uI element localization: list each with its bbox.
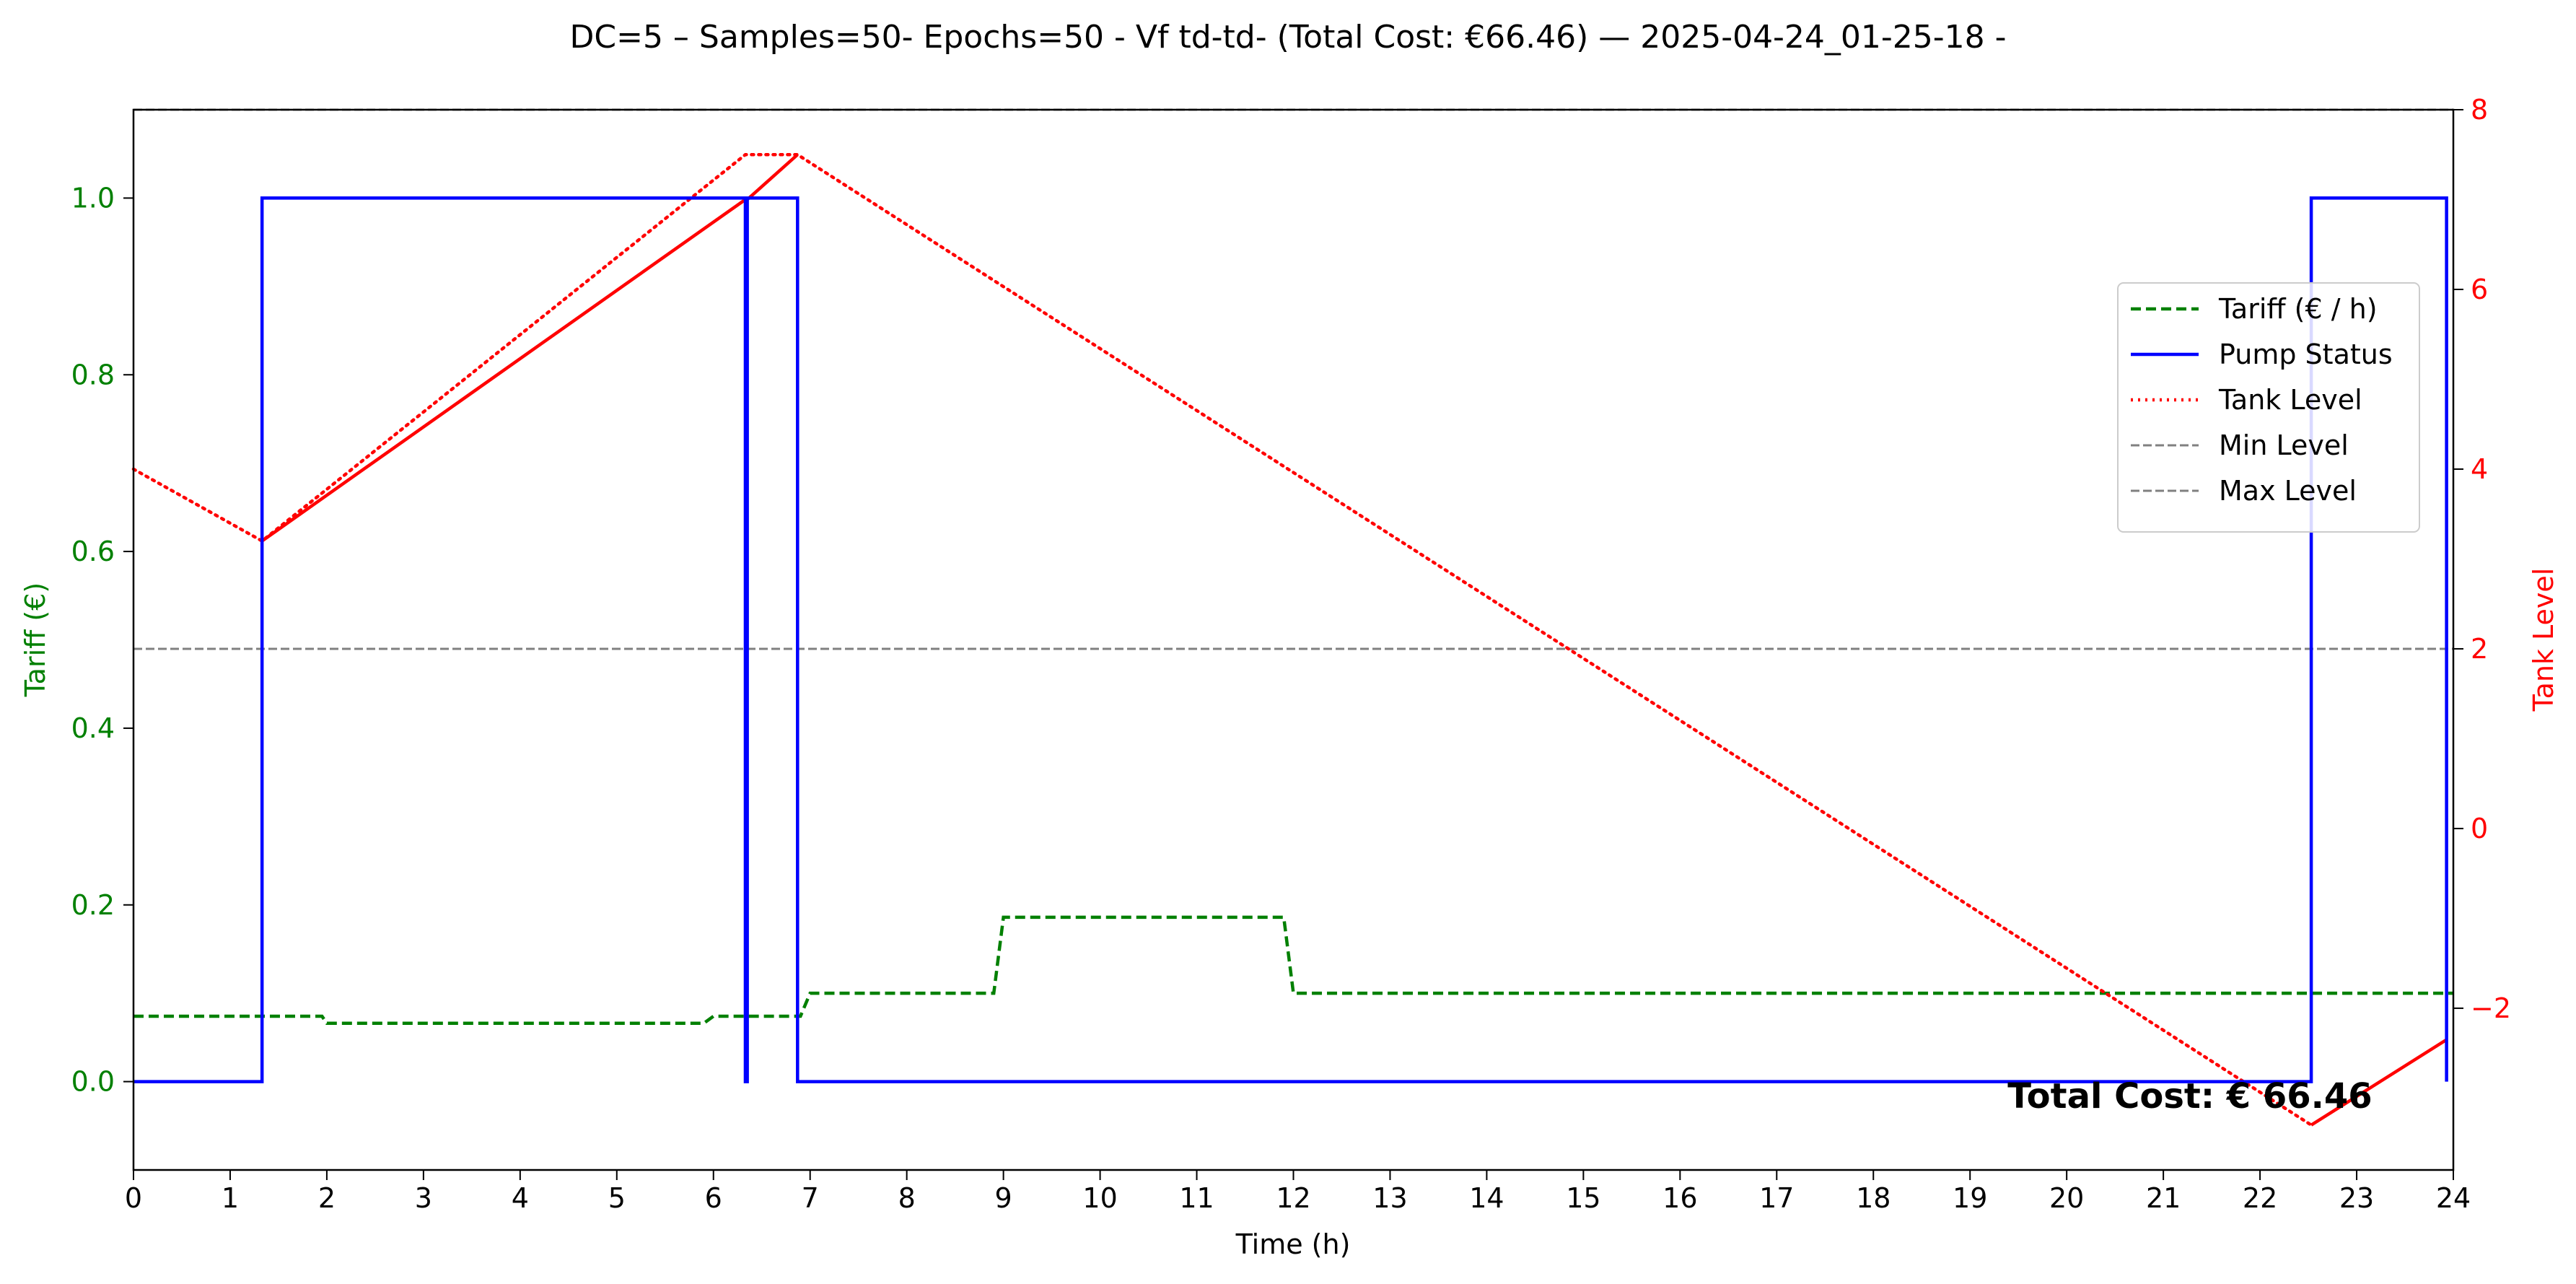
tank-level-pumping-segment <box>260 198 747 543</box>
pump-status-line <box>133 196 2448 1083</box>
x-tick-label: 23 <box>2339 1182 2374 1214</box>
y-right-tick-label: 0 <box>2471 813 2488 844</box>
y-right-tick-label: 6 <box>2471 274 2488 305</box>
plot-frame <box>132 108 2455 1171</box>
x-tick-label: 4 <box>512 1182 529 1214</box>
x-tick-label: 7 <box>802 1182 819 1214</box>
x-tick-label: 15 <box>1566 1182 1600 1214</box>
y-left-tick-label: 0.2 <box>71 889 115 921</box>
y-left-tick-label: 0.4 <box>71 712 115 744</box>
tank-level-pumping-segment <box>746 153 799 201</box>
y-right-axis-title: Tank Level <box>2528 568 2559 712</box>
x-tick-label: 16 <box>1662 1182 1697 1214</box>
x-tick-label: 10 <box>1082 1182 1117 1214</box>
x-tick-label: 13 <box>1372 1182 1407 1214</box>
x-tick-label: 9 <box>995 1182 1012 1214</box>
x-tick-label: 3 <box>415 1182 432 1214</box>
x-tick-label: 8 <box>898 1182 916 1214</box>
x-tick-label: 24 <box>2436 1182 2471 1214</box>
legend-label: Tank Level <box>2218 384 2362 416</box>
x-tick-label: 17 <box>1759 1182 1794 1214</box>
x-tick-label: 5 <box>608 1182 626 1214</box>
x-tick-label: 0 <box>125 1182 142 1214</box>
x-tick-label: 6 <box>705 1182 722 1214</box>
tank-level-line <box>131 152 2313 1127</box>
legend-label: Max Level <box>2219 475 2357 507</box>
legend-label: Tariff (€ / h) <box>2218 293 2378 325</box>
y-left-tick-label: 0.0 <box>71 1066 115 1098</box>
total-cost-annotation: Total Cost: € 66.46 <box>2007 1076 2372 1117</box>
legend: Tariff (€ / h) Pump Status Tank Level Min L… <box>2117 282 2420 533</box>
y-left-tick-label: 0.6 <box>71 536 115 567</box>
y-left-tick-label: 0.8 <box>71 359 115 390</box>
tank-level-pumping-segment <box>2310 1038 2448 1127</box>
y-right-tick-label: −2 <box>2471 992 2511 1024</box>
chart-title: DC=5 – Samples=50- Epochs=50 - Vf td-td-… <box>569 19 2006 56</box>
x-tick-label: 21 <box>2146 1182 2181 1214</box>
x-axis-title: Time (h) <box>1235 1228 1351 1260</box>
x-tick-label: 18 <box>1856 1182 1891 1214</box>
y-right-tick-label: 2 <box>2471 633 2488 665</box>
axes: 0 1 2 3 4 5 6 7 8 9 10 11 12 13 14 15 16 17 18 19 20 21 22 23 24… <box>71 94 2511 1214</box>
legend-label: Pump Status <box>2219 339 2393 370</box>
legend-label: Min Level <box>2219 429 2349 461</box>
legend-box <box>2117 282 2420 533</box>
y-right-tick-label: 4 <box>2471 453 2488 485</box>
x-tick-label: 2 <box>318 1182 336 1214</box>
x-tick-label: 22 <box>2243 1182 2277 1214</box>
tariff-series-line <box>133 915 2453 1026</box>
x-tick-label: 19 <box>1953 1182 1987 1214</box>
x-tick-label: 1 <box>222 1182 239 1214</box>
plot-marks <box>131 108 2453 1127</box>
x-tick-label: 14 <box>1469 1182 1504 1214</box>
x-tick-label: 20 <box>2049 1182 2084 1214</box>
y-left-tick-label: 1.0 <box>71 182 115 214</box>
x-tick-label: 12 <box>1276 1182 1310 1214</box>
y-left-axis-title: Tariff (€) <box>19 582 51 697</box>
y-right-tick-label: 8 <box>2471 94 2488 126</box>
x-tick-label: 11 <box>1179 1182 1214 1214</box>
